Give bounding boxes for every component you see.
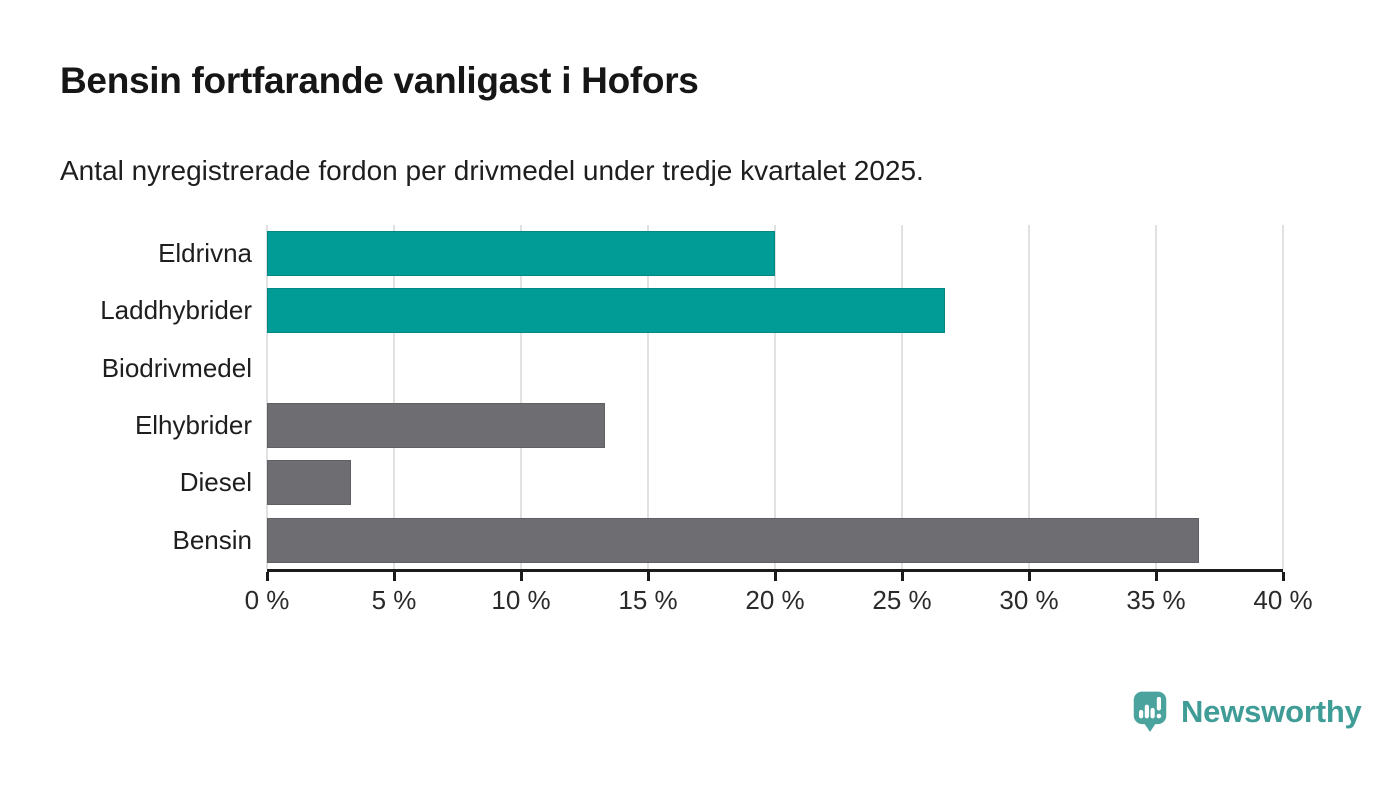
x-tick-label: 5 % bbox=[371, 585, 417, 615]
x-axis-tick bbox=[900, 572, 904, 581]
bar-row bbox=[267, 225, 1283, 282]
x-tick-label: 20 % bbox=[745, 585, 805, 615]
category-label: Laddhybrider bbox=[100, 295, 252, 326]
category-label: Elhybrider bbox=[134, 410, 252, 441]
gridline bbox=[647, 225, 649, 569]
x-axis-tick bbox=[1281, 572, 1285, 581]
category-label: Diesel bbox=[179, 467, 252, 498]
newsworthy-logo: Newsworthy bbox=[1132, 690, 1362, 733]
x-axis-tick bbox=[1154, 572, 1158, 581]
gridline bbox=[1155, 225, 1157, 569]
x-tick-label: 0 % bbox=[244, 585, 290, 615]
gridline bbox=[1282, 225, 1284, 569]
bar-row bbox=[267, 454, 1283, 511]
x-axis-tick bbox=[519, 572, 523, 581]
x-tick-label: 15 % bbox=[618, 585, 678, 615]
gridline bbox=[901, 225, 903, 569]
x-axis-tick bbox=[265, 572, 269, 581]
category-label: Biodrivmedel bbox=[101, 352, 252, 383]
bar-row bbox=[267, 512, 1283, 569]
bar-row bbox=[267, 282, 1283, 339]
bar-diesel bbox=[267, 460, 351, 506]
chart-subtitle: Antal nyregistrerade fordon per drivmede… bbox=[60, 155, 924, 186]
x-axis-tick bbox=[646, 572, 650, 581]
newsworthy-bar-chart-bubble-icon bbox=[1133, 691, 1167, 732]
category-label: Bensin bbox=[172, 524, 253, 555]
x-axis-tick bbox=[1027, 572, 1031, 581]
x-tick-label: 30 % bbox=[999, 585, 1059, 615]
x-axis-tick-labels: 0 % 5 % 10 % 15 % 20 % 25 % 30 % 35 % 40 % bbox=[245, 585, 1313, 619]
gridline bbox=[1028, 225, 1030, 569]
bar-elhybrider bbox=[267, 403, 605, 448]
gridline bbox=[393, 225, 395, 569]
x-axis-tick bbox=[392, 572, 396, 581]
x-tick-label: 10 % bbox=[491, 585, 551, 615]
x-axis bbox=[265, 572, 1285, 581]
category-label: Eldrivna bbox=[158, 238, 252, 269]
bar-laddhybrider bbox=[267, 288, 946, 334]
bar-row bbox=[267, 340, 1283, 397]
bar-chart-plot-area bbox=[266, 225, 1284, 572]
x-tick-label: 40 % bbox=[1253, 585, 1313, 615]
chart-title: Bensin fortfarande vanligast i Hofors bbox=[60, 60, 699, 101]
x-axis-tick bbox=[773, 572, 777, 581]
bar-bensin bbox=[267, 517, 1200, 563]
gridline bbox=[266, 225, 268, 569]
y-axis-category-labels: Eldrivna Laddhybrider Biodrivmedel Elhybrid… bbox=[60, 225, 252, 569]
gridline bbox=[774, 225, 776, 569]
gridline bbox=[520, 225, 522, 569]
bar-row bbox=[267, 397, 1283, 454]
bar-eldrivna bbox=[267, 231, 775, 276]
x-tick-label: 35 % bbox=[1126, 585, 1186, 615]
x-tick-label: 25 % bbox=[872, 585, 932, 615]
newsworthy-logo-text: Newsworthy bbox=[1181, 693, 1362, 729]
